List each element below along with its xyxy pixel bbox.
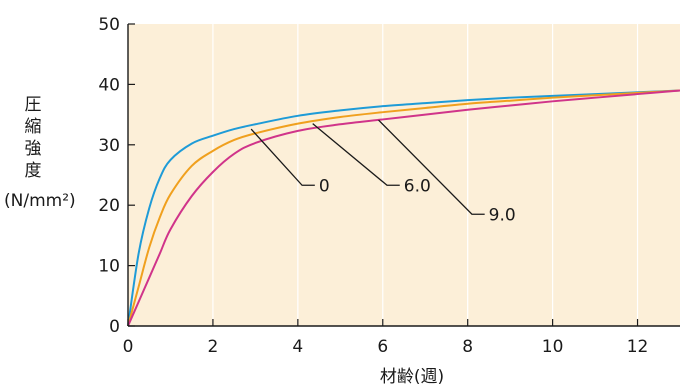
y-tick-label: 40 <box>98 75 120 95</box>
series-label-6-0: 6.0 <box>404 176 431 196</box>
x-tick-label: 2 <box>208 337 219 357</box>
leader-line-6-0 <box>312 123 400 186</box>
x-tick-label: 0 <box>123 337 134 357</box>
y-axis-label-char: 強 <box>25 139 42 159</box>
y-axis-label-char: 縮 <box>25 117 42 137</box>
y-tick-label: 20 <box>98 196 120 216</box>
series-label-9-0: 9.0 <box>489 205 516 225</box>
y-tick-label: 0 <box>109 317 120 337</box>
y-tick-label: 30 <box>98 136 120 156</box>
x-tick-label: 12 <box>627 337 649 357</box>
axes <box>127 23 680 327</box>
leader-line-9-0 <box>378 119 485 215</box>
leader-line-0 <box>250 128 315 186</box>
x-tick-label: 4 <box>292 337 303 357</box>
y-tick-label: 50 <box>98 15 120 35</box>
x-axis-label: 材齢(週) <box>380 367 444 387</box>
y-axis-label-char: 圧 <box>25 95 42 115</box>
x-tick-label: 10 <box>542 337 564 357</box>
series-line-0 <box>127 89 680 327</box>
y-axis-label-char: 度 <box>25 161 42 181</box>
series-label-0: 0 <box>319 176 330 196</box>
x-tick-labels: 0 2 4 6 8 10 12 <box>123 337 649 357</box>
series-line-6-0 <box>127 89 680 327</box>
y-axis-unit: (N/mm²) <box>4 191 76 211</box>
x-tick-label: 6 <box>377 337 388 357</box>
plot-background <box>128 24 680 326</box>
series-lines <box>127 89 680 327</box>
x-tick-label: 8 <box>462 337 473 357</box>
annotations: 0 6.0 9.0 <box>250 119 516 225</box>
series-line-9-0 <box>127 89 680 327</box>
grid <box>212 24 639 326</box>
y-tick-label: 10 <box>98 257 120 277</box>
y-tick-labels: 0 10 20 30 40 50 <box>98 15 120 337</box>
